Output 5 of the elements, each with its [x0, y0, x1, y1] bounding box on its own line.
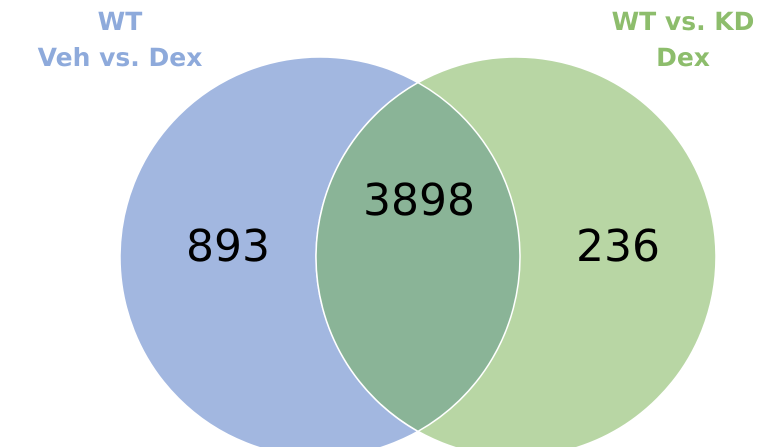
- data-label: 893: [185, 220, 271, 274]
- text: WT vs. KD Dex: [610, 6, 756, 74]
- text: WT Veh vs. Dex: [36, 6, 204, 74]
- data-label: 3898: [362, 174, 476, 228]
- data-label: 236: [575, 220, 661, 274]
